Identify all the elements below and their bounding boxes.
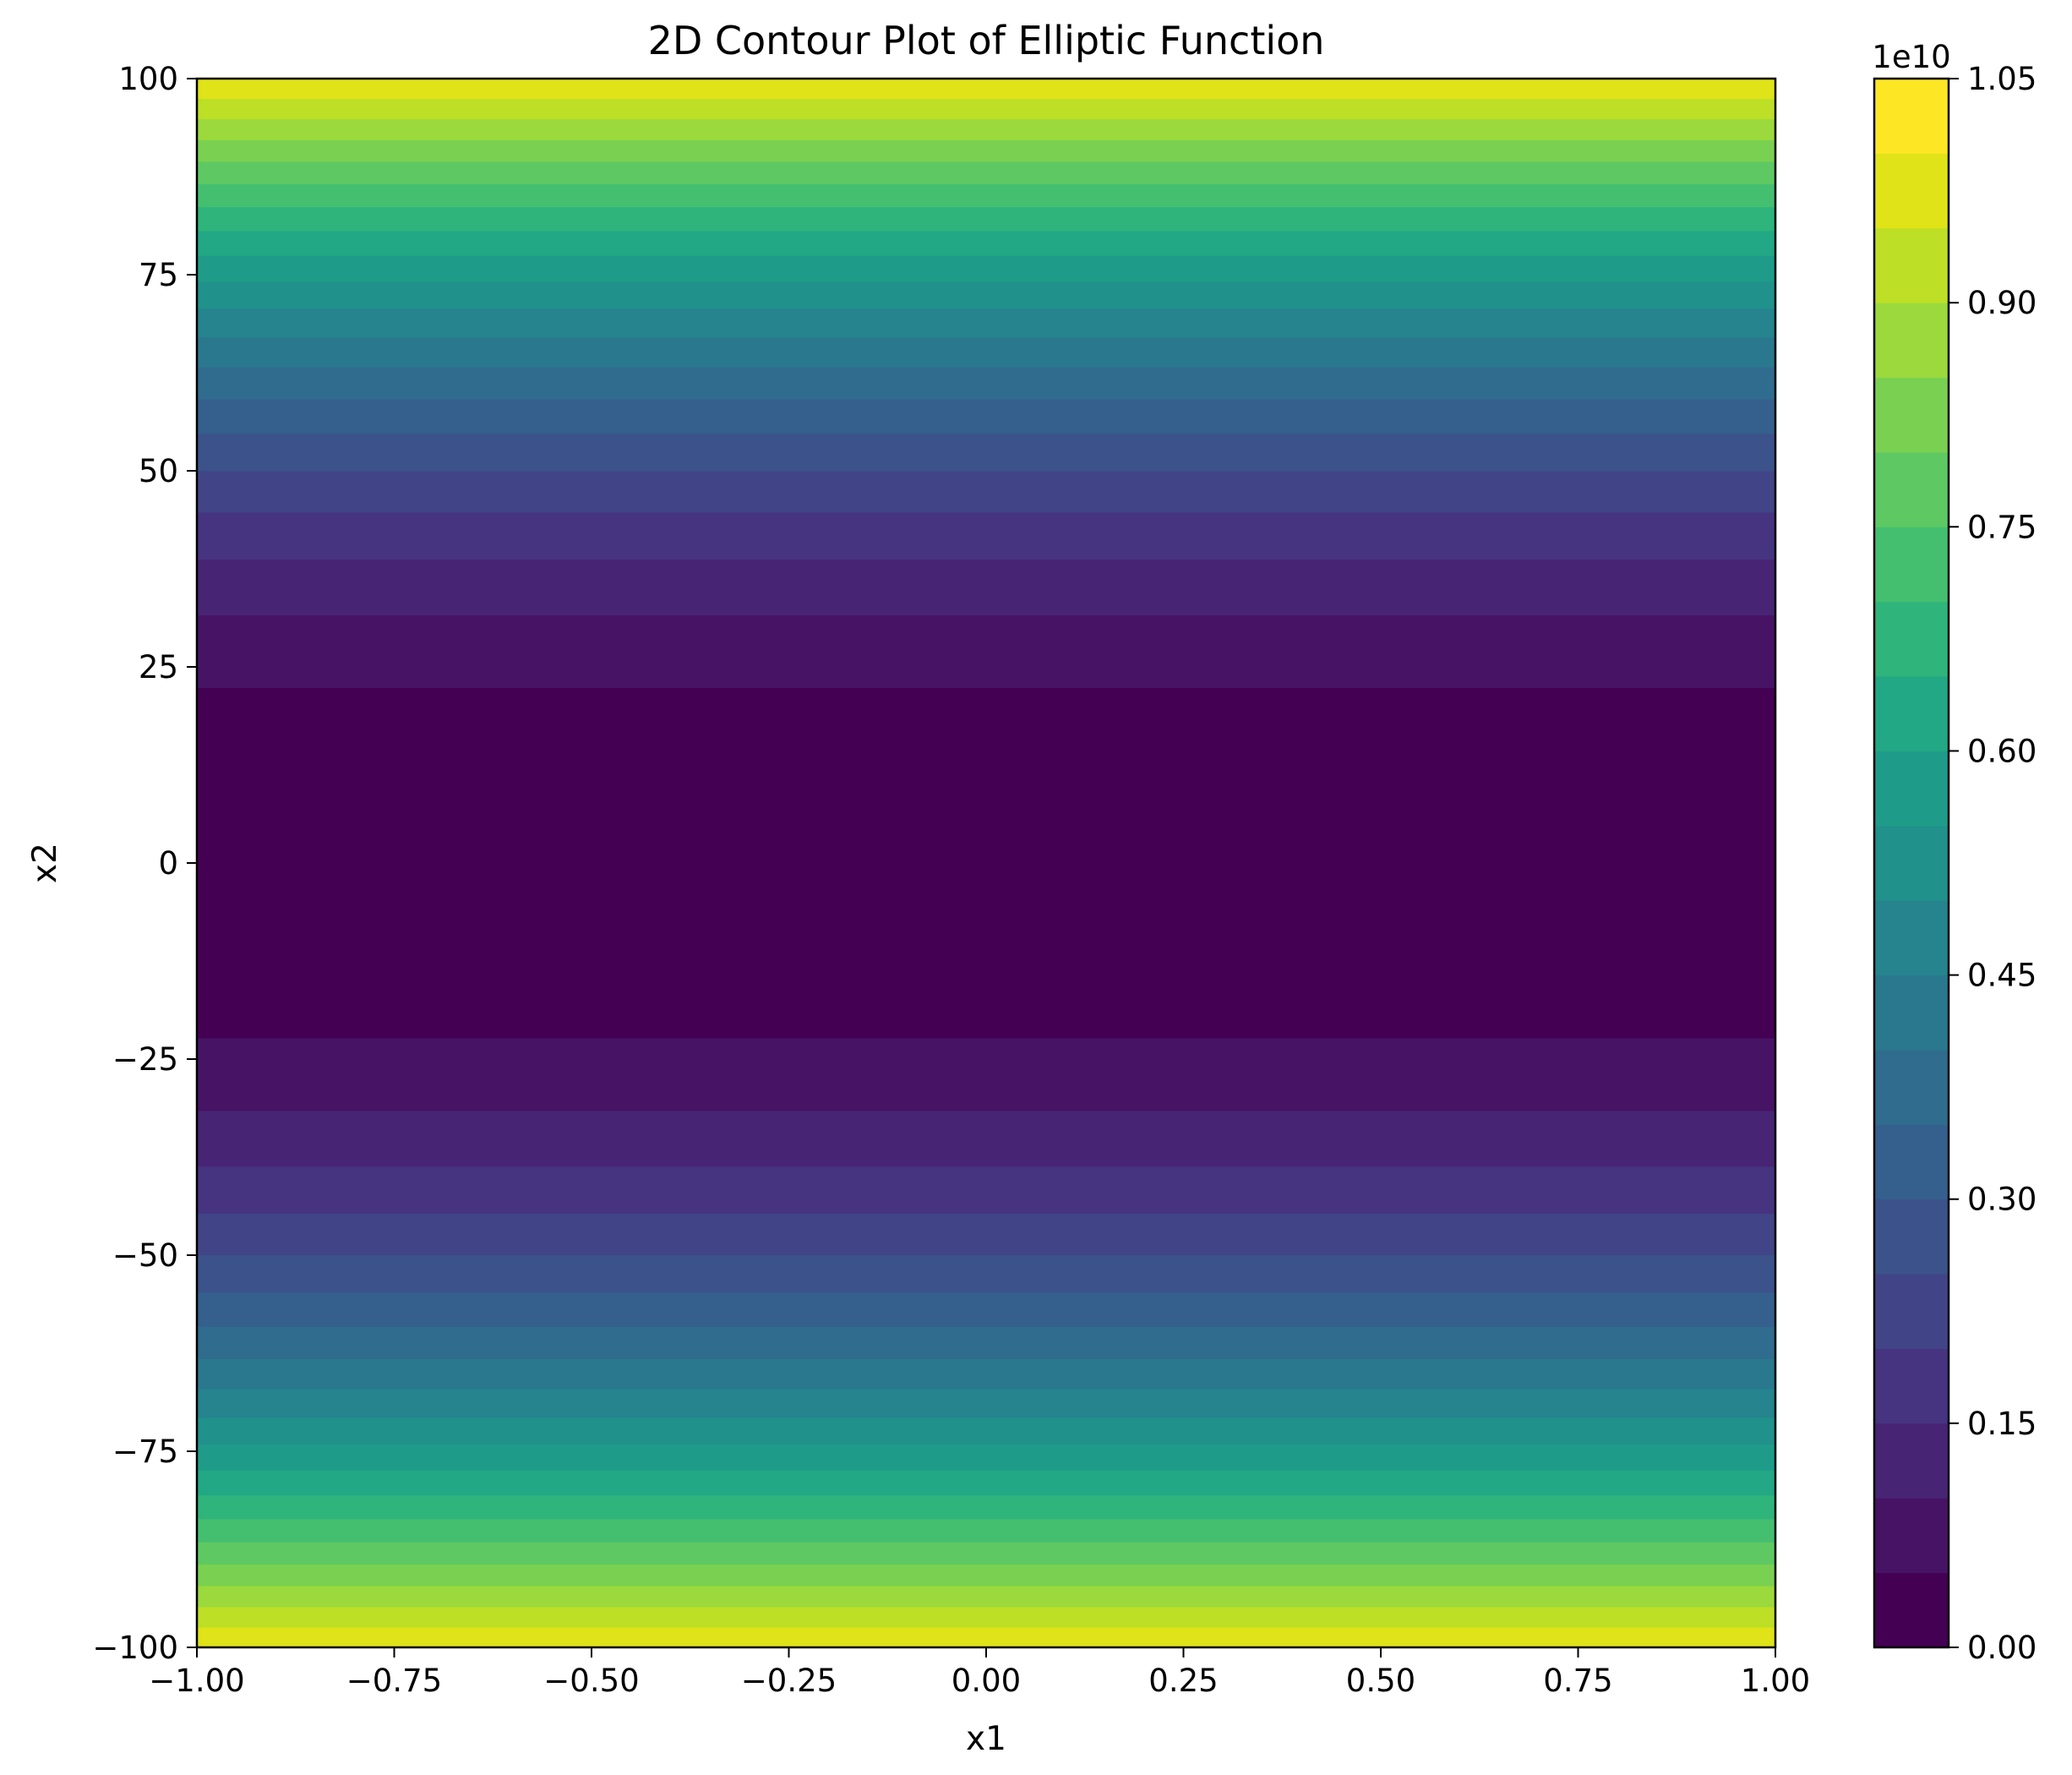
colorbar-segment	[1874, 1572, 1949, 1648]
y-tick-label: 100	[118, 61, 178, 97]
contour-band	[197, 336, 1775, 368]
contour-band	[197, 118, 1775, 140]
x-tick-label: 0.25	[1148, 1663, 1218, 1699]
colorbar-segment	[1874, 1124, 1949, 1200]
chart-title: 2D Contour Plot of Elliptic Function	[648, 18, 1325, 63]
x-axis-label: x1	[966, 1720, 1006, 1758]
y-tick-label: −50	[112, 1237, 178, 1274]
contour-band	[197, 1470, 1775, 1496]
colorbar-segment	[1874, 527, 1949, 603]
contour-band	[197, 1214, 1775, 1256]
colorbar-segment	[1874, 1274, 1949, 1349]
colorbar-segment	[1874, 377, 1949, 453]
contour-band	[197, 1038, 1775, 1111]
x-tick-label: −0.25	[741, 1663, 837, 1699]
contour-band	[197, 1111, 1775, 1167]
y-tick-label: −75	[112, 1434, 178, 1470]
colorbar-segment	[1874, 975, 1949, 1051]
colorbar-frame	[1873, 77, 1950, 1649]
contour-band	[197, 1327, 1775, 1360]
colorbar-segment	[1874, 900, 1949, 976]
contour-band	[197, 1417, 1775, 1445]
x-axis: −1.00 −0.75 −0.50 −0.25 0.00 0.25 0.50 0.75 1.00	[149, 1647, 1810, 1699]
contour-band	[197, 161, 1775, 184]
colorbar-segment	[1874, 601, 1949, 677]
colorbar-segment	[1874, 676, 1949, 751]
contour-band	[197, 1358, 1775, 1390]
colorbar-segment	[1874, 1498, 1949, 1574]
contour-band	[197, 687, 1775, 1040]
x-tick-label: −1.00	[149, 1663, 244, 1699]
contour-band	[197, 255, 1775, 282]
x-tick-label: 1.00	[1741, 1663, 1810, 1699]
colorbar-segment	[1874, 1423, 1949, 1499]
contour-band	[197, 1389, 1775, 1418]
contour-band	[197, 79, 1775, 99]
y-tick-label: 75	[139, 257, 178, 293]
contour-band	[197, 1292, 1775, 1328]
y-axis-label: x2	[26, 843, 64, 883]
contour-band	[197, 1627, 1775, 1648]
x-tick-label: 0.75	[1543, 1663, 1612, 1699]
colorbar-tick-label: 0.75	[1967, 509, 2037, 545]
colorbar-tick-label: 0.60	[1967, 733, 2037, 769]
contour-band	[197, 1565, 1775, 1587]
contour-band	[197, 511, 1775, 560]
contour-band	[197, 139, 1775, 162]
colorbar-segment	[1874, 303, 1949, 379]
y-tick-label: 50	[139, 453, 178, 489]
contour-band	[197, 206, 1775, 232]
contour-band	[197, 1607, 1775, 1629]
colorbar-tick-label: 0.45	[1967, 958, 2037, 994]
contour-band	[197, 433, 1775, 472]
colorbar-offset-text: 1e10	[1872, 39, 1950, 75]
colorbar-segment	[1874, 227, 1949, 303]
contour-band	[197, 183, 1775, 208]
colorbar-segment	[1874, 1348, 1949, 1424]
plot-area	[197, 79, 1775, 1648]
colorbar-tick-label: 0.00	[1967, 1630, 2037, 1666]
contour-band	[197, 398, 1775, 434]
contour-band	[197, 1445, 1775, 1472]
contour-band	[197, 1542, 1775, 1565]
colorbar-segment	[1874, 751, 1949, 827]
contour-band	[197, 1586, 1775, 1608]
colorbar-tick-label: 0.30	[1967, 1182, 2037, 1218]
colorbar-tick-label: 0.90	[1967, 285, 2037, 321]
y-tick-label: −25	[112, 1041, 178, 1078]
x-tick-label: −0.75	[346, 1663, 442, 1699]
contour-band	[197, 1495, 1775, 1520]
y-tick-label: 0	[158, 845, 178, 882]
x-tick-label: 0.00	[951, 1663, 1021, 1699]
contour-band	[197, 230, 1775, 256]
colorbar-tick-label: 1.05	[1967, 61, 2037, 97]
contour-band	[197, 308, 1775, 337]
y-tick-label: −100	[92, 1630, 178, 1666]
colorbar	[1874, 79, 1949, 1648]
colorbar-segment	[1874, 153, 1949, 229]
contour-band	[197, 614, 1775, 688]
colorbar-segment	[1874, 1199, 1949, 1275]
y-axis: −100 −75 −50 −25 0 25 50 75 100	[92, 61, 197, 1666]
contour-band	[197, 281, 1775, 309]
contour-band	[197, 559, 1775, 616]
contour-band	[197, 98, 1775, 120]
contour-band	[197, 1519, 1775, 1543]
contour-band	[197, 367, 1775, 400]
contour-band	[197, 1255, 1775, 1293]
colorbar-segment	[1874, 451, 1949, 527]
colorbar-tick-label: 0.15	[1967, 1406, 2037, 1442]
contour-band	[197, 1166, 1775, 1215]
colorbar-axis: 0.00 0.15 0.30 0.45 0.60 0.75 0.90 1.05	[1949, 61, 2037, 1666]
colorbar-segment	[1874, 79, 1949, 154]
colorbar-segment	[1874, 1049, 1949, 1125]
colorbar-segment	[1874, 825, 1949, 901]
x-tick-label: 0.50	[1346, 1663, 1415, 1699]
x-tick-label: −0.50	[543, 1663, 639, 1699]
y-tick-label: 25	[139, 649, 178, 685]
contour-band	[197, 471, 1775, 513]
